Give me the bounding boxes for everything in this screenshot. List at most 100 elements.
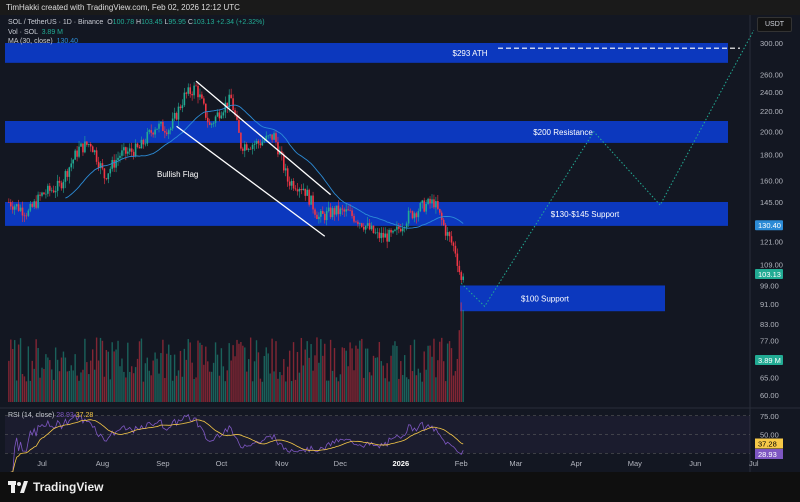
- x-tick: Dec: [334, 459, 348, 468]
- candle-body: [450, 236, 453, 243]
- volume-bar: [47, 357, 49, 402]
- volume-bar: [431, 356, 433, 402]
- candle-body: [80, 143, 82, 147]
- candle-body: [357, 221, 359, 225]
- volume-bar: [170, 354, 172, 402]
- volume-bar: [72, 370, 74, 402]
- price-chart[interactable]: $293 ATH $200 Resistance $130-$145 Support…: [0, 15, 800, 473]
- volume-bar: [380, 361, 382, 402]
- volume-bar: [158, 373, 160, 402]
- tradingview-logo-icon: [8, 481, 28, 493]
- candle-body: [386, 233, 388, 242]
- candle-body: [212, 122, 215, 124]
- candle-body: [175, 113, 178, 120]
- rsi-ma-line: [10, 419, 464, 473]
- candle-body: [115, 159, 117, 168]
- x-tick: Nov: [275, 459, 289, 468]
- y-tick: 200.00: [760, 128, 783, 137]
- candle-body: [263, 140, 266, 142]
- volume-bar: [322, 355, 324, 402]
- zone-2: [5, 202, 728, 226]
- candle-body: [312, 195, 314, 210]
- volume-bar: [452, 375, 455, 402]
- symbol[interactable]: SOL / TetherUS · 1D · Binance: [8, 19, 104, 26]
- volume-bar: [292, 342, 295, 402]
- candle-body: [259, 143, 262, 146]
- candle-body: [368, 223, 371, 230]
- volume-bar: [43, 368, 45, 402]
- volume-bar: [392, 345, 394, 402]
- candle-body: [327, 207, 330, 212]
- candle-body: [193, 85, 195, 96]
- volume-bar: [310, 344, 312, 402]
- volume-bar: [54, 347, 57, 402]
- volume-bar: [60, 357, 63, 402]
- volume-bar: [384, 378, 386, 402]
- candle-body: [320, 211, 322, 217]
- candle-body: [19, 207, 22, 211]
- candle-body: [265, 135, 268, 141]
- volume-bar: [435, 377, 437, 402]
- volume-bar: [152, 360, 154, 402]
- candle-body: [392, 230, 394, 233]
- tradingview-logo[interactable]: TradingView: [8, 480, 103, 494]
- volume-bar: [156, 358, 158, 402]
- o-label: O: [107, 19, 113, 26]
- candle-body: [310, 195, 312, 205]
- volume-bar: [281, 375, 283, 402]
- volume-bar: [441, 337, 443, 402]
- candle-body: [460, 272, 463, 280]
- volume-bar: [462, 309, 464, 402]
- brand-name: TradingView: [33, 480, 104, 494]
- volume-bar: [287, 366, 289, 402]
- volume-bar: [409, 345, 412, 402]
- volume-bar: [318, 362, 320, 402]
- candle-body: [68, 167, 71, 177]
- volume-bar: [429, 345, 431, 402]
- volume-bar: [171, 380, 174, 402]
- volume-bar: [341, 347, 343, 402]
- volume-bar: [396, 345, 398, 402]
- candle-body: [238, 119, 240, 133]
- volume-bar: [10, 339, 12, 402]
- candle-body: [240, 132, 242, 149]
- candle-body: [10, 202, 12, 207]
- candle-body: [43, 192, 45, 195]
- candle-body: [401, 228, 404, 232]
- candle-body: [351, 210, 353, 216]
- volume-bar: [212, 362, 215, 402]
- candle-body: [335, 205, 338, 215]
- candle-body: [318, 216, 320, 220]
- volume-bar: [146, 357, 148, 402]
- volume-bar: [407, 379, 410, 402]
- volume-bar: [136, 358, 139, 402]
- candle-body: [288, 181, 291, 186]
- y-tick: 260.00: [760, 70, 783, 79]
- volume-bar: [427, 345, 429, 402]
- currency-button[interactable]: USDT: [757, 17, 792, 32]
- volume-bar: [113, 351, 115, 402]
- volume-bar: [78, 380, 80, 402]
- chart-area[interactable]: $293 ATH $200 Resistance $130-$145 Support…: [0, 15, 800, 473]
- volume-bar: [454, 371, 457, 402]
- volume-bar: [312, 370, 314, 402]
- candle-body: [214, 116, 217, 123]
- candle-body: [308, 189, 310, 205]
- candle-body: [290, 181, 293, 186]
- candle-body: [306, 189, 308, 196]
- candle-body: [255, 140, 258, 144]
- volume-bar: [25, 381, 28, 402]
- volume-bar: [115, 349, 117, 402]
- volume-bar: [205, 346, 207, 402]
- volume-bar: [138, 341, 141, 402]
- y-tick: 300.00: [760, 39, 783, 48]
- volume-bar: [433, 338, 435, 402]
- volume-bar: [271, 338, 273, 402]
- candle-body: [337, 205, 340, 215]
- candle-body: [117, 157, 119, 160]
- candle-body: [405, 223, 408, 228]
- rsi-tag-text: 28.93: [758, 450, 777, 459]
- candle-body: [128, 148, 131, 152]
- volume-bar: [448, 341, 451, 402]
- volume-bar: [210, 371, 213, 402]
